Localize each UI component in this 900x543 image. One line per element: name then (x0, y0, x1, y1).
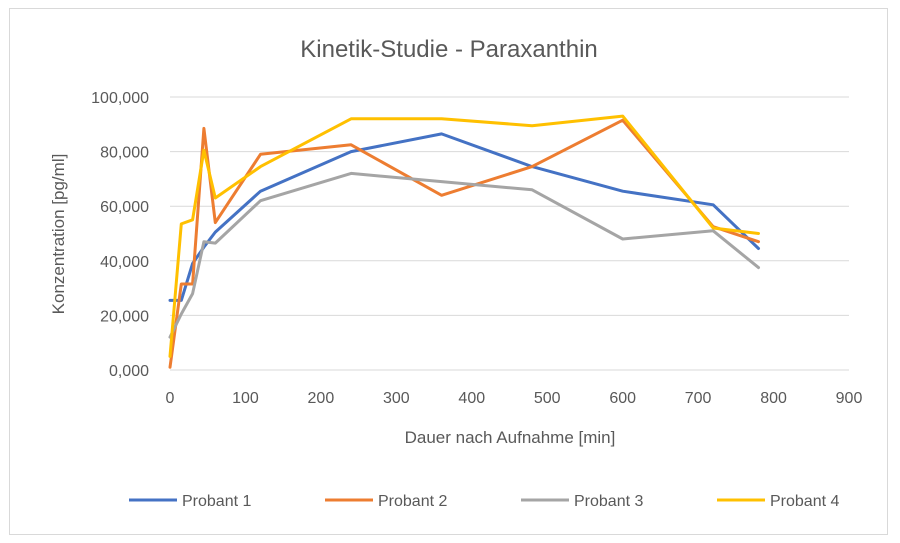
series-line-probant-1 (168, 132, 760, 302)
chart-area (9, 8, 888, 535)
series-lines (168, 114, 760, 369)
series-line-probant-3 (168, 171, 760, 339)
chart-title: Kinetik-Studie - Paraxanthin (300, 36, 598, 63)
x-tick-label: 600 (609, 390, 636, 407)
y-tick-label: 60,000 (100, 199, 149, 216)
y-axis-label: Konzentration [pg/ml] (49, 154, 68, 315)
y-tick-label: 20,000 (100, 308, 149, 325)
legend-label: Probant 4 (770, 493, 839, 510)
y-tick-label: 0,000 (109, 363, 149, 380)
x-tick-label: 900 (836, 390, 863, 407)
y-tick-label: 100,000 (91, 90, 149, 107)
legend-label: Probant 2 (378, 493, 447, 510)
x-tick-label: 400 (458, 390, 485, 407)
x-tick-label: 100 (232, 390, 259, 407)
x-tick-labels: 0 100 200 300 400 500 600 700 800 900 (166, 390, 863, 407)
y-tick-label: 80,000 (100, 145, 149, 162)
series-line-probant-4 (168, 114, 760, 358)
x-axis-label: Dauer nach Aufnahme [min] (405, 428, 616, 447)
legend-label: Probant 3 (574, 493, 643, 510)
gridlines (170, 96, 849, 316)
x-tick-label: 500 (534, 390, 561, 407)
x-tick-label: 200 (308, 390, 335, 407)
series-line-probant-2 (168, 118, 760, 369)
x-tick-label: 0 (166, 390, 175, 407)
x-tick-label: 800 (760, 390, 787, 407)
x-tick-label: 300 (383, 390, 410, 407)
y-tick-label: 40,000 (100, 254, 149, 271)
legend: Probant 1 Probant 2 Probant 3 Probant 4 (129, 493, 839, 510)
legend-label: Probant 1 (182, 493, 251, 510)
y-tick-labels: 0,000 20,000 40,000 60,000 80,000 100,000 (91, 90, 149, 380)
x-tick-label: 700 (685, 390, 712, 407)
